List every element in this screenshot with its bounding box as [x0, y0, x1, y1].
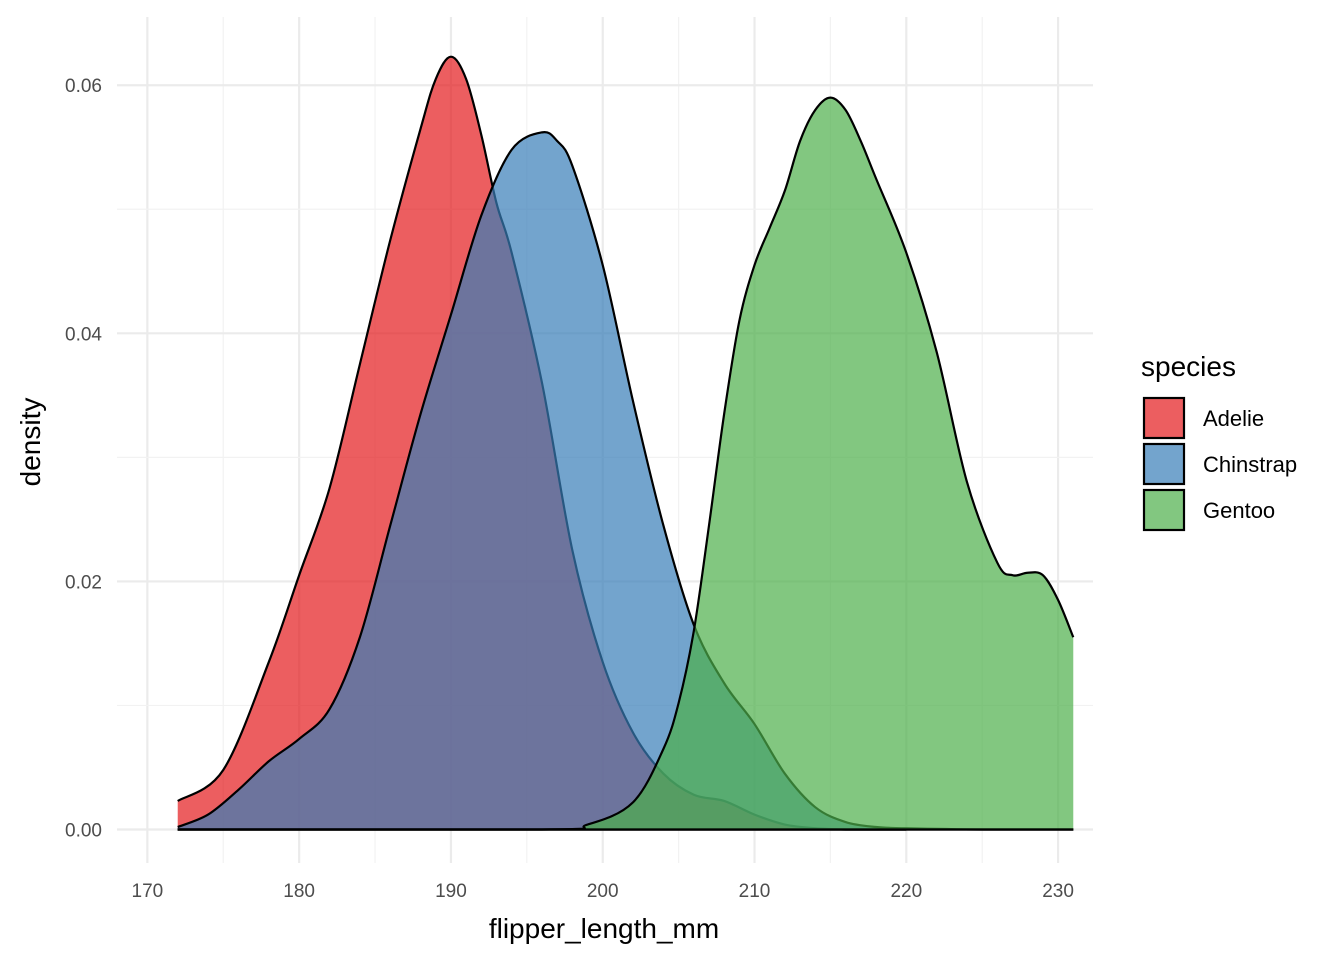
- x-tick-label: 210: [739, 881, 771, 902]
- legend-swatch-chinstrap: [1142, 442, 1186, 486]
- legend-swatch-gentoo: [1142, 488, 1186, 532]
- y-tick-label: 0.00: [65, 821, 102, 842]
- legend-label-adelie: Adelie: [1203, 406, 1264, 431]
- density-areas: [177, 55, 1075, 831]
- legend-label-gentoo: Gentoo: [1203, 498, 1275, 523]
- legend-label-chinstrap: Chinstrap: [1203, 452, 1297, 477]
- x-tick-label: 170: [132, 881, 164, 902]
- density-area-gentoo: [177, 97, 1074, 830]
- x-tick-label: 230: [1042, 881, 1074, 902]
- y-tick-label: 0.04: [65, 324, 102, 345]
- legend: species Adelie Chinstrap Gentoo: [1141, 351, 1297, 532]
- legend-title: species: [1141, 351, 1236, 382]
- x-tick-label: 200: [587, 881, 619, 902]
- legend-items: Adelie Chinstrap Gentoo: [1142, 396, 1297, 532]
- x-axis-title: flipper_length_mm: [489, 913, 719, 944]
- y-tick-label: 0.02: [65, 572, 102, 593]
- y-tick-label: 0.06: [65, 76, 102, 97]
- x-tick-label: 190: [435, 881, 467, 902]
- density-area-chinstrap: [177, 132, 1074, 830]
- tick-labels: 170 180 190 200 210 220 230 0.00 0.02 0.04 0.06: [65, 76, 1074, 902]
- density-line-gentoo: [177, 96, 1075, 831]
- x-tick-label: 220: [890, 881, 922, 902]
- legend-swatch-adelie: [1142, 396, 1186, 440]
- y-axis-title: density: [15, 398, 46, 487]
- x-tick-label: 180: [283, 881, 315, 902]
